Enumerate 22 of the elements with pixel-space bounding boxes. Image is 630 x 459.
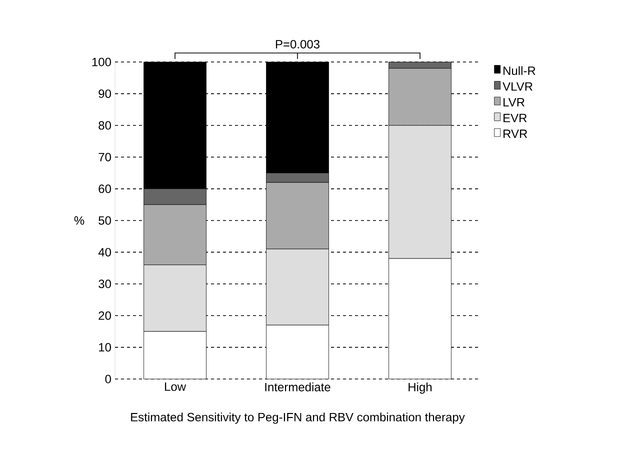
y-tick-label: 80 [98,121,112,130]
y-tick-label: 100 [92,58,111,66]
x-axis-title: Estimated Sensitivity to Peg-IFN and RBV combination therapy [131,412,465,424]
y-tick-label: 20 [98,311,112,320]
legend-label: RVR [504,130,528,138]
y-tick-label: 0 [105,374,112,384]
y-axis-title: % [74,216,84,225]
x-tick-label: Intermediate [265,382,330,392]
x-tick-label: High [408,382,432,394]
y-tick-label: 70 [98,152,112,162]
legend-label: Null-R [504,66,536,76]
y-tick-label: 60 [98,184,112,194]
legend-label: EVR [504,114,527,122]
x-tick-label: Low [165,382,186,391]
y-tick-label: 50 [98,216,112,225]
legend-label: LVR [504,98,524,106]
y-tick-label: 30 [98,280,112,288]
legend-label: VLVR [502,82,532,91]
annotation: P=0.003 [276,40,320,48]
y-tick-label: 10 [99,343,112,352]
y-tick-label: 40 [98,248,112,256]
y-tick-label: 90 [98,89,112,98]
